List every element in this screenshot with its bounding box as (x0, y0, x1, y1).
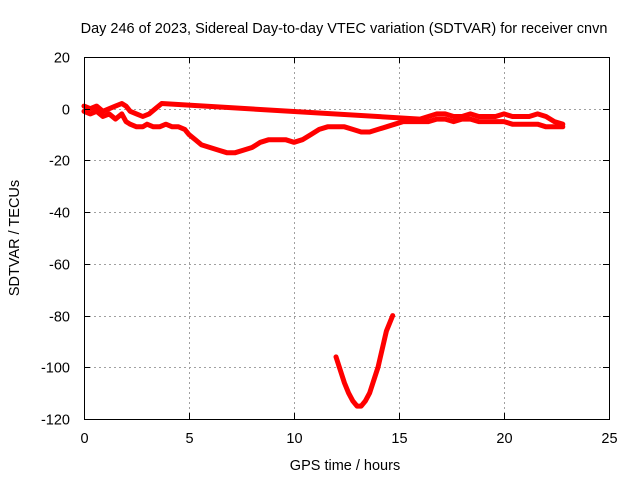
plot-frame (84, 57, 610, 420)
series-layer (81, 101, 566, 409)
y-tick-label: 20 (54, 51, 70, 67)
series-line-sdtvar-main (81, 108, 566, 156)
series-line-sdtvar-upper (81, 101, 566, 127)
x-tick-label: 5 (185, 431, 193, 447)
chart-title: Day 246 of 2023, Sidereal Day-to-day VTE… (81, 21, 608, 37)
y-tick-label: 0 (62, 103, 70, 119)
y-axis-label: SDTVAR / TECUs (7, 180, 23, 296)
series-line-sdtvar-dip (333, 313, 396, 409)
y-tick-label: -100 (41, 361, 70, 377)
y-tick-label: -80 (49, 310, 70, 326)
y-tick-label: -40 (49, 206, 70, 222)
x-tick-label: 10 (286, 431, 302, 447)
y-tick-label: -120 (41, 413, 70, 429)
x-tick-label: 25 (601, 431, 617, 447)
y-tick-label: -20 (49, 154, 70, 170)
x-tick-label: 0 (80, 431, 88, 447)
x-axis-label: GPS time / hours (290, 458, 400, 474)
x-tick-label: 15 (391, 431, 407, 447)
y-tick-label: -60 (49, 258, 70, 274)
grid-layer (84, 57, 609, 419)
x-tick-label: 20 (496, 431, 512, 447)
